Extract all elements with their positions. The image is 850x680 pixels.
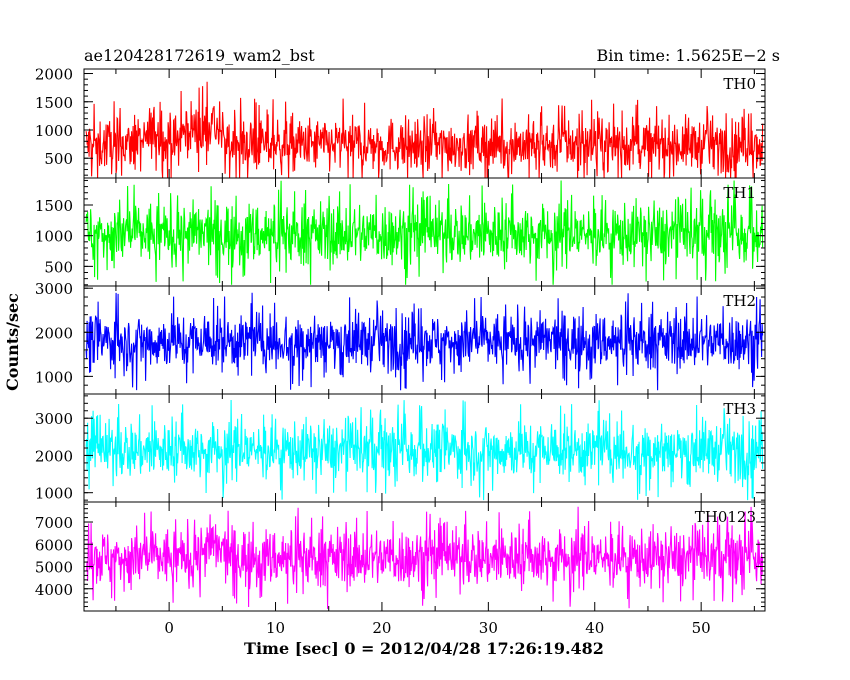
y-tick-label: 6000	[35, 536, 73, 554]
y-tick-label: 1000	[35, 122, 73, 140]
y-tick-label: 7000	[35, 514, 73, 532]
bin-time-label: Bin time: 1.5625E−2 s	[597, 46, 780, 65]
y-tick-label: 1000	[35, 228, 73, 246]
panel-label-th3: TH3	[723, 400, 756, 418]
y-tick-label: 500	[44, 150, 73, 168]
x-axis-label: Time [sec] 0 = 2012/04/28 17:26:19.482	[244, 639, 604, 658]
data-traces	[85, 81, 764, 609]
y-tick-label: 5000	[35, 559, 73, 577]
chart-title: ae120428172619_wam2_bst	[84, 46, 315, 65]
trace-th0123	[85, 506, 764, 609]
panel-frame-th0123	[83, 501, 766, 612]
axis-tick-labels: TH0500100015002000TH150010001500TH210002…	[35, 66, 756, 637]
y-axis-label: Counts/sec	[3, 293, 22, 391]
trace-th1	[85, 180, 764, 285]
y-tick-label: 4000	[35, 581, 73, 599]
y-tick-label: 3000	[35, 410, 73, 428]
y-tick-label: 1000	[35, 485, 73, 503]
x-tick-label: 40	[585, 619, 604, 637]
y-tick-label: 1500	[35, 197, 73, 215]
x-tick-label: 20	[372, 619, 391, 637]
panel-label-th1: TH1	[723, 184, 756, 202]
trace-th0	[85, 81, 764, 178]
x-tick-label: 50	[692, 619, 711, 637]
panel-label-th2: TH2	[723, 292, 756, 310]
panel-label-th0123: TH0123	[695, 508, 756, 526]
y-tick-label: 2000	[35, 447, 73, 465]
y-tick-label: 2000	[35, 66, 73, 84]
x-tick-label: 0	[164, 619, 174, 637]
y-tick-label: 1000	[35, 368, 73, 386]
y-tick-label: 3000	[35, 280, 73, 298]
x-tick-label: 10	[266, 619, 285, 637]
trace-th2	[85, 292, 764, 391]
axis-ticks	[84, 69, 765, 612]
y-tick-label: 500	[44, 258, 73, 276]
trace-th3	[85, 399, 764, 501]
panel-label-th0: TH0	[723, 75, 756, 93]
x-tick-label: 30	[479, 619, 498, 637]
y-tick-label: 2000	[35, 324, 73, 342]
y-tick-label: 1500	[35, 94, 73, 112]
